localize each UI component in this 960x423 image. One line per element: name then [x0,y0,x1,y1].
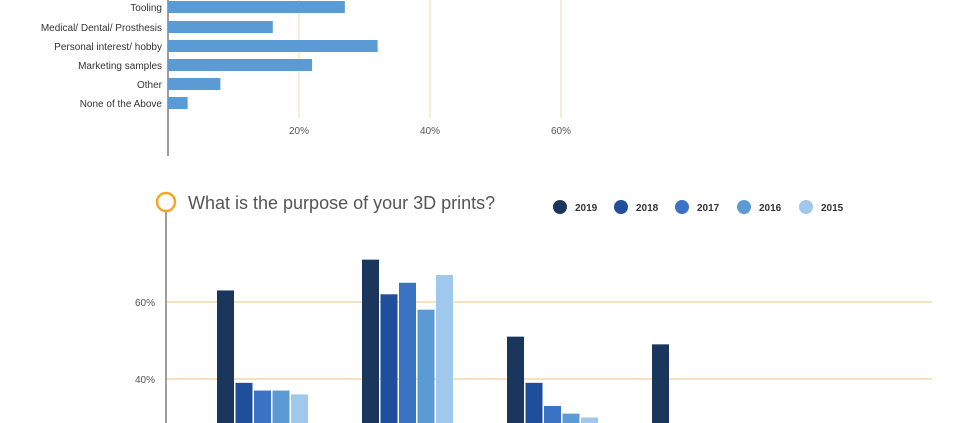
bar [254,390,271,423]
bar [217,290,234,423]
bar [581,417,598,423]
legend-swatch [799,200,813,214]
category-label: Personal interest/ hobby [54,42,162,53]
legend-swatch [553,200,567,214]
x-tick-label: 40% [420,126,440,137]
bar [544,405,561,423]
bar [562,413,580,423]
x-tick-label: 60% [551,126,571,137]
y-tick-label: 60% [135,298,155,309]
bar [168,78,221,90]
title-marker-icon [155,191,177,213]
bar [168,97,188,109]
bar [168,40,378,52]
legend-swatch [737,200,751,214]
bar [362,259,379,423]
category-label: Medical/ Dental/ Prosthesis [41,23,162,34]
chart-title: What is the purpose of your 3D prints? [188,193,495,213]
bar [652,344,669,423]
category-label: Tooling [130,3,162,14]
bar [380,294,398,423]
legend-swatch [675,200,689,214]
bar [525,382,543,423]
category-label: Other [137,80,163,91]
legend-label: 2019 [575,203,598,214]
legend-label: 2018 [636,203,659,214]
bar [417,309,435,423]
top-bar-chart: Tooling Medical/ Dental/ Prosthesis Person… [41,0,571,156]
bar [168,21,273,33]
legend-label: 2015 [821,203,844,214]
bar [272,390,290,423]
x-tick-label: 20% [289,126,309,137]
bar [291,394,308,423]
category-label: None of the Above [80,99,163,110]
y-tick-label: 40% [135,375,155,386]
bar [436,275,453,423]
bar [507,336,524,423]
bar [235,382,253,423]
bar [399,282,416,423]
bar [168,1,345,13]
legend-label: 2017 [697,203,720,214]
bar [168,59,313,71]
legend-label: 2016 [759,203,782,214]
legend-swatch [614,200,628,214]
category-label: Marketing samples [78,61,162,72]
